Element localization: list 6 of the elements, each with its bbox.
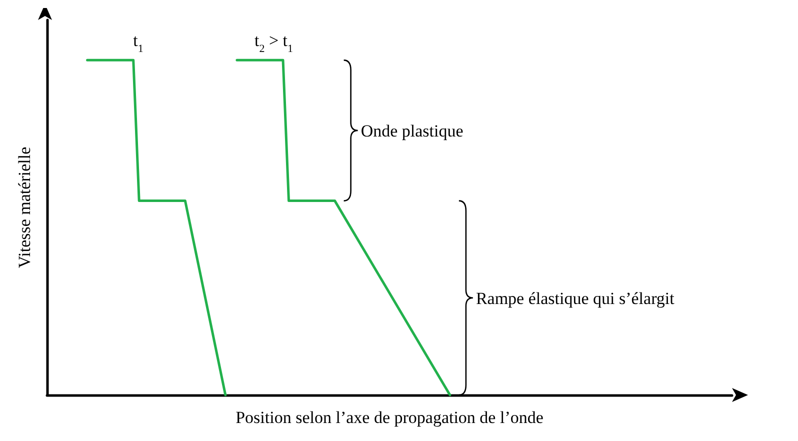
annotation: Rampe élastique qui s’élargit (476, 288, 675, 308)
x-axis-title: Position selon l’axe de propagation de l’onde (236, 408, 544, 427)
y-axis-title: Vitesse matérielle (15, 146, 34, 268)
text: t$_{2}$ > t$_{1}$ (254, 31, 294, 56)
text: t$_{1}$ (133, 31, 144, 56)
annotation: Onde plastique (360, 121, 464, 140)
